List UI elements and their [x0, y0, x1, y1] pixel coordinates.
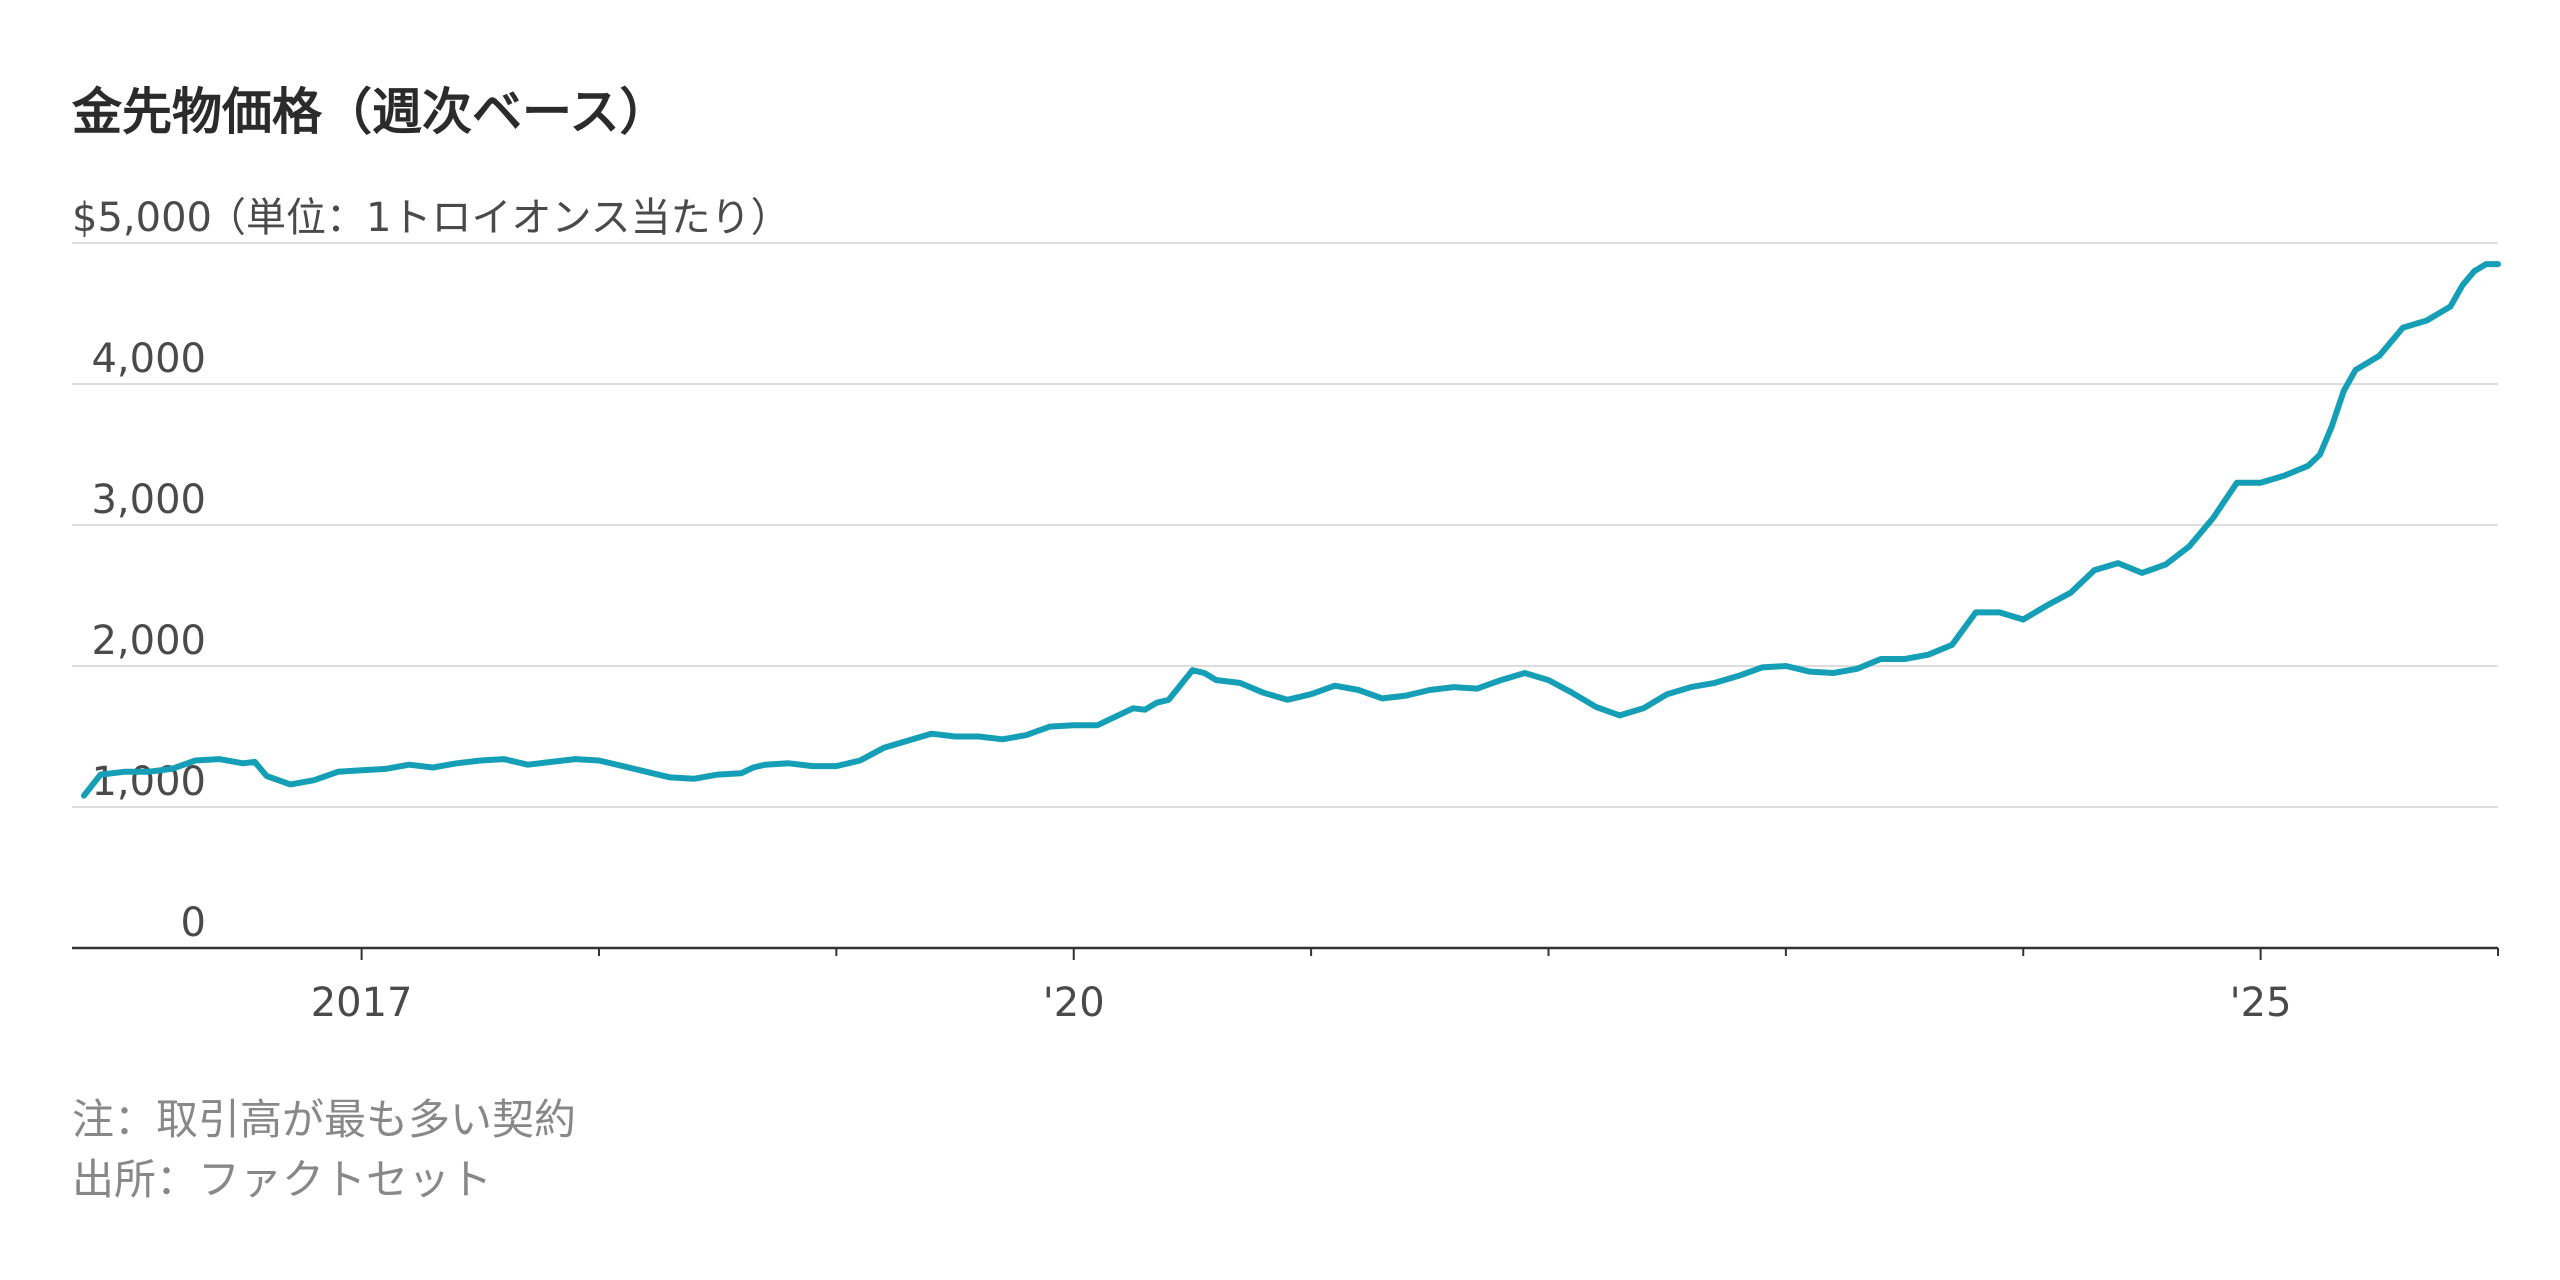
y-tick-label: 4,000	[91, 336, 206, 382]
y-tick-label: $5,000	[72, 195, 212, 241]
chart-notes: 注：取引高が最も多い契約 出所：ファクトセット	[72, 1090, 576, 1210]
note-text: 注：取引高が最も多い契約	[72, 1095, 577, 1144]
y-tick-label: 0	[181, 900, 206, 946]
y-tick-label: 3,000	[91, 477, 206, 523]
x-tick-label: '20	[1043, 980, 1105, 1026]
grid-lines	[72, 242, 2498, 808]
y-axis-unit-label: （単位：1トロイオンス当たり）	[206, 195, 791, 241]
gold-price-line	[80, 261, 2501, 799]
x-axis-ticks	[360, 948, 2499, 960]
x-tick-label: '25	[2230, 980, 2292, 1026]
source-text: 出所：ファクトセット	[72, 1155, 493, 1204]
x-tick-label: 2017	[311, 980, 413, 1026]
x-axis-labels: 2017 '20 '25	[311, 980, 2292, 1026]
y-tick-label: 2,000	[91, 618, 206, 664]
chart-title: 金先物価格（週次ベース）	[72, 83, 670, 141]
